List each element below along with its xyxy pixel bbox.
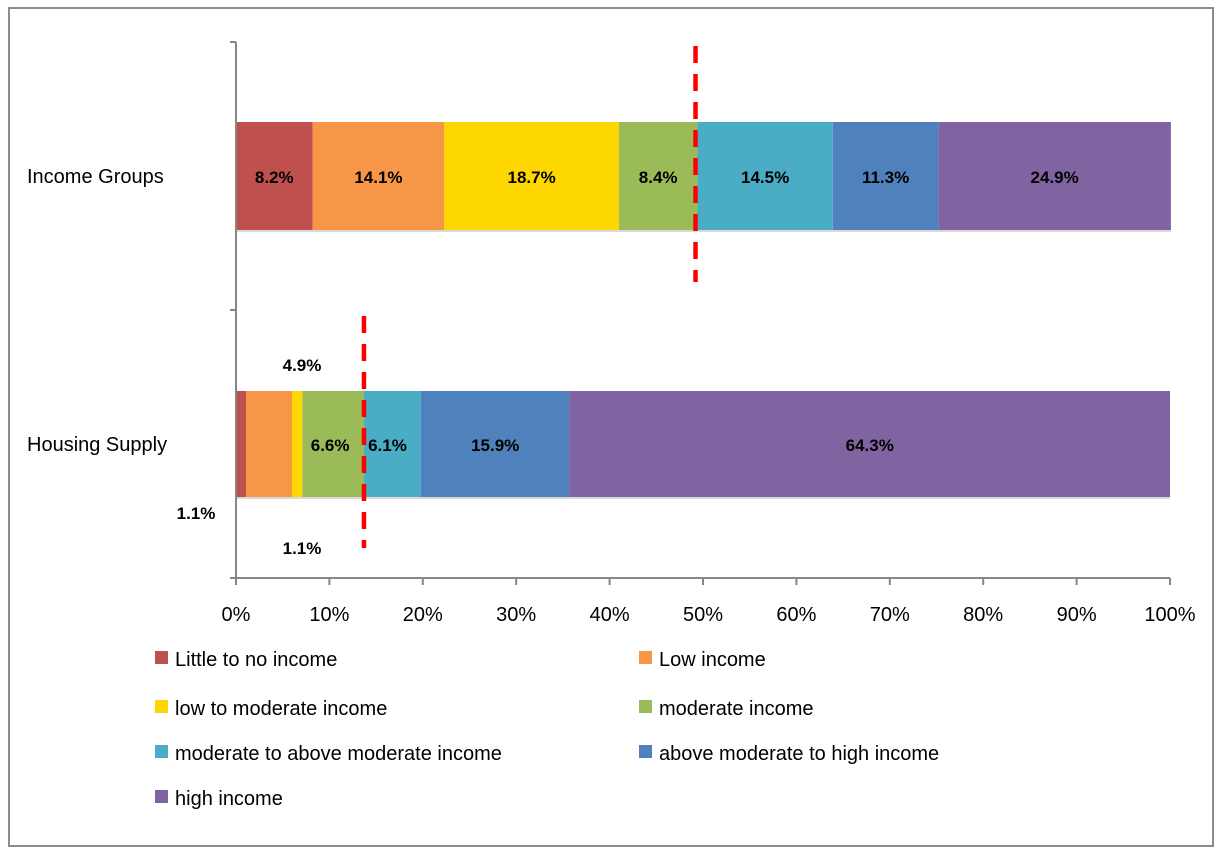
legend-label: Low income [659, 649, 766, 671]
data-label: 4.9% [283, 356, 322, 375]
legend-swatch [155, 700, 168, 713]
legend-swatch [155, 790, 168, 803]
bar-shadow [236, 497, 247, 499]
legend-label: Little to no income [175, 649, 337, 671]
data-label: 64.3% [846, 436, 894, 455]
bar-segment [832, 122, 939, 230]
bar-shadow [569, 497, 1170, 499]
bar-segment [697, 122, 833, 230]
bar-shadow [832, 230, 939, 232]
x-tick-label: 90% [1057, 604, 1097, 626]
data-label: 18.7% [508, 168, 556, 187]
bar-segment [618, 122, 698, 230]
legend-label: above moderate to high income [659, 743, 939, 765]
x-tick-label: 20% [403, 604, 443, 626]
x-tick-label: 0% [222, 604, 251, 626]
bar-shadow [292, 497, 303, 499]
x-tick-label: 70% [870, 604, 910, 626]
bar-segment [363, 391, 421, 497]
bar-shadow [697, 230, 833, 232]
bar-shadow [618, 230, 698, 232]
legend-swatch [639, 651, 652, 664]
bar-shadow [312, 230, 445, 232]
legend-swatch [155, 745, 168, 758]
data-label: 8.2% [255, 168, 294, 187]
data-label: 6.6% [311, 436, 350, 455]
x-tick-label: 30% [496, 604, 536, 626]
category-label: Housing Supply [27, 434, 167, 456]
bar-segment [246, 391, 293, 497]
data-label: 14.5% [741, 168, 789, 187]
bar-shadow [236, 230, 313, 232]
category-label: Income Groups [27, 166, 164, 188]
legend-label: low to moderate income [175, 698, 387, 720]
bar-shadow [420, 497, 570, 499]
legend-swatch [155, 651, 168, 664]
x-tick-label: 10% [309, 604, 349, 626]
x-tick-label: 50% [683, 604, 723, 626]
bar-segment [292, 391, 303, 497]
legend-swatch [639, 745, 652, 758]
bar-shadow [246, 497, 293, 499]
data-label: 8.4% [639, 168, 678, 187]
bar-segment [302, 391, 364, 497]
legend-swatch [639, 700, 652, 713]
x-tick-label: 80% [963, 604, 1003, 626]
bar-segment [236, 391, 247, 497]
data-label: 14.1% [354, 168, 402, 187]
bar-segment [569, 391, 1170, 497]
legend-label: moderate income [659, 698, 814, 720]
bar-shadow [444, 230, 619, 232]
bar-segment [444, 122, 619, 230]
bar-segment [420, 391, 570, 497]
data-label: 24.9% [1031, 168, 1079, 187]
x-tick-label: 100% [1144, 604, 1195, 626]
data-label: 1.1% [283, 539, 322, 558]
bar-shadow [938, 230, 1171, 232]
x-tick-label: 60% [776, 604, 816, 626]
legend-label: moderate to above moderate income [175, 743, 502, 765]
bar-segment [236, 122, 313, 230]
data-label: 11.3% [862, 168, 909, 187]
legend-label: high income [175, 788, 283, 810]
bar-shadow [302, 497, 364, 499]
bar-shadow [363, 497, 421, 499]
x-tick-label: 40% [590, 604, 630, 626]
data-label: 6.1% [368, 436, 407, 455]
bar-segment [312, 122, 445, 230]
data-label: 1.1% [177, 504, 216, 523]
data-label: 15.9% [471, 436, 519, 455]
bar-segment [938, 122, 1171, 230]
